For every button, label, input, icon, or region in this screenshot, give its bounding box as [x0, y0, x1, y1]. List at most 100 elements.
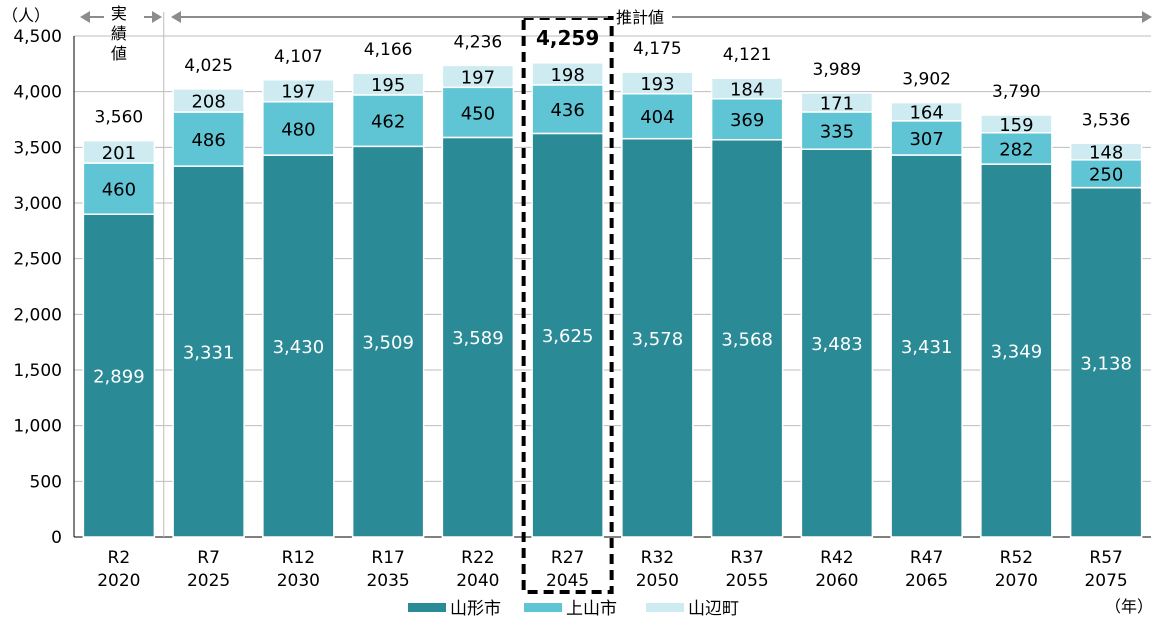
x-year-label: 2040	[456, 571, 499, 591]
legend: 山形市 上山市 山辺町	[408, 599, 739, 619]
bar-value-label: 2,899	[93, 367, 145, 388]
bar-stack: 3,589 450 197 4,236	[441, 32, 515, 538]
x-era-label: R52	[1000, 548, 1033, 568]
highlight-box	[521, 16, 614, 594]
bar-value-label: 450	[461, 103, 495, 124]
legend-item: 山形市	[408, 599, 501, 619]
arrow-head	[171, 11, 181, 23]
x-era-label: R2	[108, 548, 131, 568]
x-era-label: R22	[461, 548, 494, 568]
bar-segment	[172, 165, 245, 538]
bar-value-label: 307	[909, 129, 943, 150]
x-axis-labels: R2 2020 R7 2025 R12 2030 R17 2035 R22 2040 R27 2045…	[97, 548, 1128, 591]
y-tick-label: 4,000	[13, 83, 62, 103]
bar-segment	[621, 71, 694, 95]
bar-segment	[710, 97, 784, 141]
legend-label: 山形市	[450, 599, 501, 619]
x-era-label: R17	[371, 548, 404, 568]
bar-segment	[800, 148, 874, 538]
bar-value-label: 369	[730, 110, 764, 131]
x-era-label: R47	[910, 548, 943, 568]
bar-value-label: 486	[191, 130, 225, 151]
bar-total-label: 3,902	[902, 70, 951, 90]
bar-segment	[800, 92, 874, 113]
period-annotations: 実績値 推計値	[80, 4, 1152, 63]
x-year-label: 2075	[1084, 571, 1127, 591]
bar-value-label: 197	[461, 67, 495, 88]
bar-value-label: 3,138	[1080, 353, 1132, 374]
bar-value-label: 3,349	[991, 342, 1043, 363]
bar-value-label: 3,568	[721, 329, 773, 350]
bar-segment	[1069, 186, 1143, 538]
bar-value-label: 184	[730, 79, 764, 100]
x-axis-unit-label: （年）	[1105, 597, 1153, 616]
bar-total-label: 4,259	[536, 26, 599, 50]
bar-stack: 3,578 404 193 4,175	[621, 39, 694, 538]
x-year-label: 2035	[366, 571, 409, 591]
bar-value-label: 195	[371, 75, 405, 96]
x-year-label: 2050	[636, 571, 679, 591]
bar-value-label: 164	[909, 103, 943, 124]
x-era-label: R42	[820, 548, 853, 568]
bar-segment	[890, 154, 963, 538]
bar-value-label: 462	[371, 112, 405, 133]
bar-value-label: 201	[102, 143, 136, 164]
bar-value-label: 404	[640, 107, 674, 128]
bars: 2,899 460 201 3,560 3,331 486 208 4,025 3,430 480…	[82, 16, 1143, 594]
bar-segment	[621, 92, 694, 140]
bar-segment	[82, 213, 156, 538]
bar-segment	[262, 79, 335, 103]
y-tick-label: 3,000	[13, 194, 62, 214]
bar-segment	[980, 114, 1053, 134]
x-year-label: 2060	[815, 571, 858, 591]
bar-total-label: 4,107	[274, 47, 323, 67]
actual-period-label: 実	[111, 4, 127, 23]
legend-swatch	[408, 603, 446, 612]
bar-total-label: 3,790	[992, 82, 1041, 102]
legend-item: 上山市	[524, 599, 617, 619]
bar-stack: 3,625 436 198 4,259	[521, 16, 614, 594]
bar-segment	[980, 163, 1053, 538]
bar-segment	[531, 62, 604, 86]
bar-segment	[172, 111, 245, 167]
x-era-label: R12	[282, 548, 315, 568]
legend-swatch	[646, 603, 684, 612]
bar-total-label: 3,536	[1082, 110, 1131, 130]
bar-value-label: 436	[550, 100, 584, 121]
y-tick-label: 3,500	[13, 138, 62, 158]
bar-value-label: 250	[1089, 165, 1123, 186]
bar-segment	[710, 77, 784, 100]
x-era-label: R37	[730, 548, 763, 568]
bar-stack: 3,431 307 164 3,902	[890, 70, 963, 538]
bar-segment	[351, 72, 425, 96]
arrow-head	[80, 11, 90, 23]
legend-swatch	[524, 603, 562, 612]
y-tick-label: 0	[51, 528, 62, 548]
bar-segment	[262, 100, 335, 156]
x-year-label: 2065	[905, 571, 948, 591]
bar-stack: 3,509 462 195 4,166	[351, 40, 425, 538]
bar-value-label: 3,331	[183, 343, 235, 364]
bar-segment	[351, 145, 425, 538]
y-axis-ticks: 0 500 1,000 1,500 2,000 2,500 3,000 3,500 4,000 4…	[13, 27, 62, 548]
y-tick-label: 1,000	[13, 417, 62, 437]
y-axis-unit-label: （人）	[2, 6, 50, 25]
bar-value-label: 198	[550, 65, 584, 86]
y-tick-label: 500	[30, 472, 62, 492]
bar-segment	[441, 86, 515, 139]
bar-segment	[1069, 142, 1143, 161]
y-tick-label: 2,500	[13, 250, 62, 270]
x-year-label: 2025	[187, 571, 230, 591]
bar-segment	[262, 154, 335, 538]
bar-segment	[441, 136, 515, 538]
bar-segment	[441, 64, 515, 89]
y-tick-label: 1,500	[13, 361, 62, 381]
bar-value-label: 460	[102, 180, 136, 201]
bar-value-label: 3,625	[542, 326, 594, 347]
bar-segment	[82, 139, 156, 164]
bar-segment	[621, 137, 694, 538]
bar-value-label: 159	[999, 115, 1033, 136]
bar-segment	[890, 101, 963, 122]
x-year-label: 2070	[995, 571, 1038, 591]
